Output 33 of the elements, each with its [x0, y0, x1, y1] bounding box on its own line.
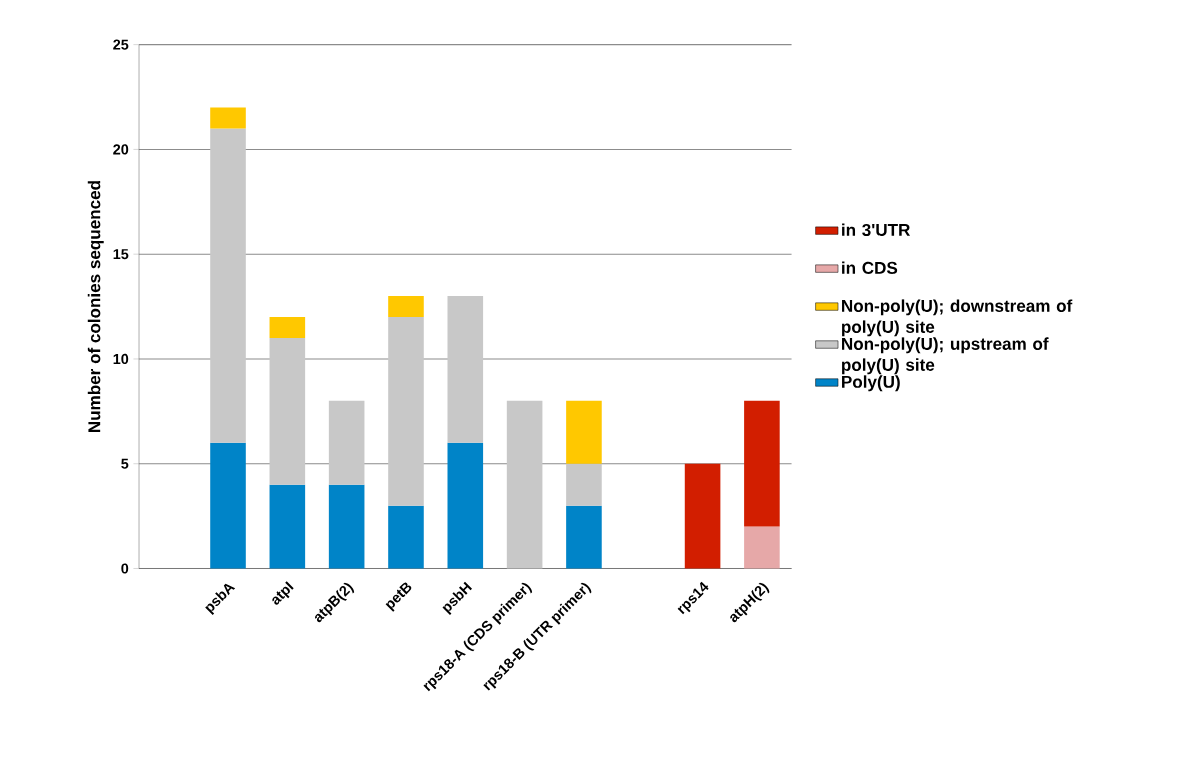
y-tick-label: 20 [113, 144, 129, 155]
bar [210, 442, 246, 569]
bar [328, 484, 365, 569]
bar [744, 526, 780, 569]
legend-label: in CDS [842, 261, 898, 275]
bar [566, 463, 602, 506]
legend-label: Non-poly(U); upstream of poly(U) site [842, 337, 1049, 375]
bar [269, 317, 306, 339]
y-tick-label: 25 [113, 39, 129, 50]
bar [566, 505, 602, 569]
bar [210, 128, 246, 443]
bar [269, 484, 306, 569]
bar [684, 463, 721, 569]
legend-label: in 3'UTR [842, 223, 911, 237]
bar [388, 317, 424, 506]
y-tick-label: 10 [113, 353, 129, 365]
bar [328, 400, 365, 485]
bar [506, 400, 543, 569]
bar [744, 400, 780, 527]
bar [447, 296, 484, 443]
y-axis-title: Number of colonies sequenced [87, 181, 104, 433]
y-tick-label: 0 [121, 563, 129, 574]
legend-label: Non-poly(U); downstream of poly(U) site [842, 299, 1073, 337]
y-tick-label: 5 [121, 458, 129, 469]
y-tick-label: 15 [113, 249, 129, 260]
bar [210, 107, 246, 129]
bar [566, 400, 602, 464]
legend-label: Poly(U) [842, 375, 900, 392]
bar [447, 442, 484, 569]
x-tick-label: atpI [272, 581, 294, 605]
bar [388, 505, 424, 569]
bar [388, 296, 424, 318]
bar [269, 338, 306, 485]
